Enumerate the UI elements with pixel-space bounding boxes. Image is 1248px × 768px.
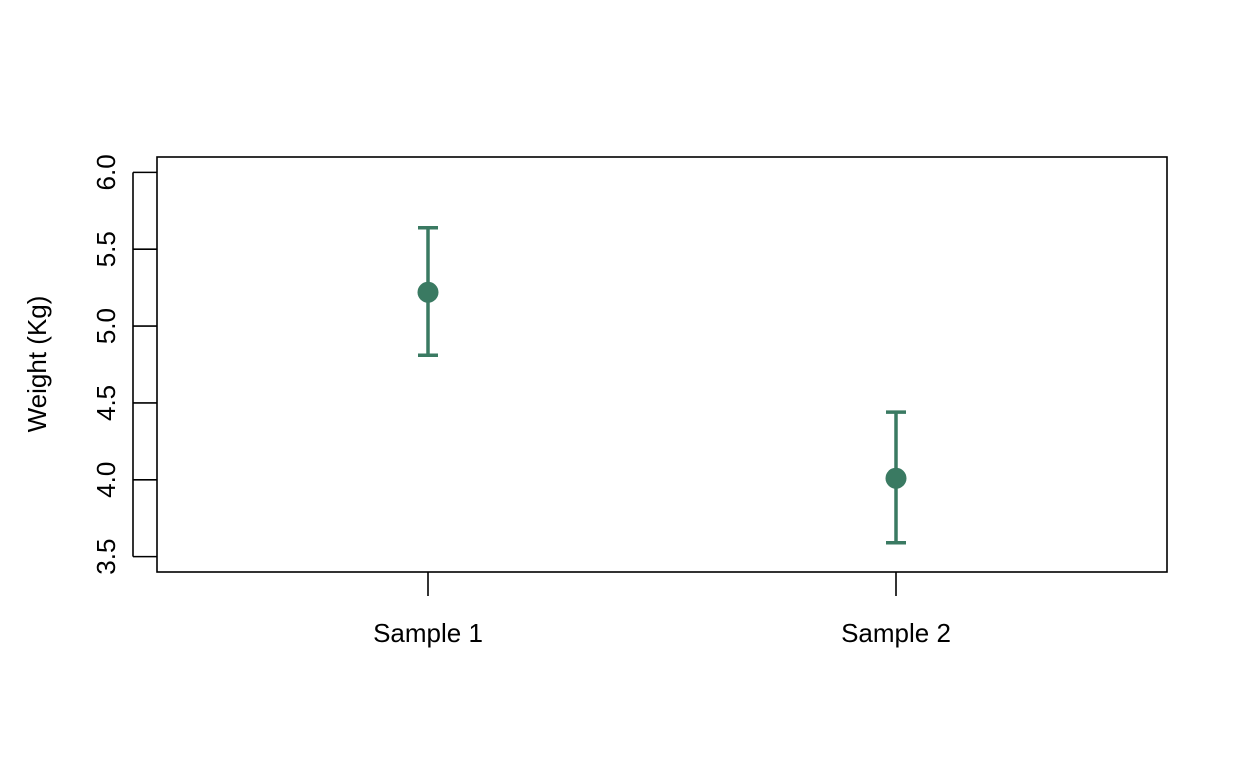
mean-point	[885, 467, 907, 489]
mean-point	[417, 281, 439, 303]
y-tick-label: 4.0	[91, 462, 121, 498]
y-tick-label: 3.5	[91, 539, 121, 575]
y-axis-label: Weight (Kg)	[22, 296, 52, 433]
plot-frame	[156, 156, 1168, 573]
x-tick-label: Sample 1	[373, 618, 483, 648]
data-marks	[417, 225, 907, 545]
y-tick-label: 5.5	[91, 231, 121, 267]
y-tick-label: 5.0	[91, 308, 121, 344]
x-axis: Sample 1 Sample 2	[373, 572, 951, 648]
y-tick-label: 6.0	[91, 154, 121, 190]
y-tick-label: 4.5	[91, 385, 121, 421]
y-axis: 3.5 4.0 4.5 5.0 5.5 6.0	[91, 154, 157, 575]
x-tick-label: Sample 2	[841, 618, 951, 648]
